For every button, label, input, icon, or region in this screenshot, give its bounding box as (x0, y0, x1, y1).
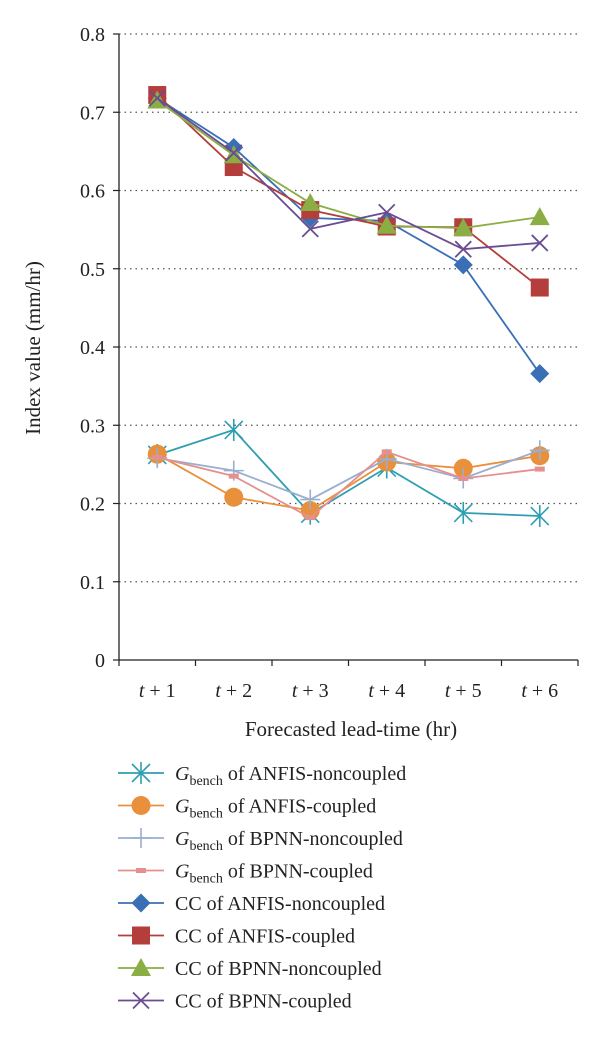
data-point (530, 364, 550, 384)
y-tick-label: 0.4 (80, 337, 105, 359)
series-line (156, 94, 541, 289)
data-point (534, 466, 545, 472)
series-5 (147, 88, 550, 384)
data-point (529, 207, 550, 226)
legend-marker (131, 958, 151, 976)
data-point (454, 240, 472, 258)
series-line (156, 97, 541, 375)
x-tick-label: t + 4 (368, 680, 405, 702)
y-tick-label: 0 (95, 650, 105, 672)
legend-item: CC of ANFIS-noncoupled (118, 893, 385, 915)
x-tick-label: t + 3 (292, 680, 329, 702)
data-point (148, 89, 166, 107)
series-2 (147, 444, 550, 521)
data-point (378, 203, 396, 222)
data-point (300, 489, 321, 510)
legend-item: CC of ANFIS-coupled (118, 926, 355, 948)
legend-label: Gbench of BPNN-noncoupled (175, 828, 403, 854)
y-tick-label: 0.3 (80, 415, 105, 437)
data-point (301, 220, 319, 238)
legend-marker (131, 796, 151, 815)
data-point (530, 505, 550, 528)
data-point (381, 449, 392, 455)
legend-label: Gbench of BPNN-coupled (175, 861, 373, 887)
data-point (531, 234, 549, 252)
x-tick-label: t + 6 (521, 680, 558, 702)
series-line (156, 99, 540, 229)
series-8 (148, 89, 549, 258)
x-ticks: t + 1 t + 2 t + 3 t + 4 t + 5 t + 6 (118, 660, 579, 702)
series-line (156, 97, 540, 251)
series-1 (147, 418, 550, 528)
data-point (453, 501, 473, 524)
y-tick-label: 0.8 (80, 24, 105, 46)
legend-label: Gbench of ANFIS-coupled (175, 796, 376, 822)
legend: Gbench of ANFIS-noncoupled Gbench of ANFI… (118, 762, 406, 1013)
series-line (157, 449, 541, 501)
x-tick-label: t + 1 (139, 680, 176, 702)
series-4 (152, 449, 545, 521)
x-tick-label: t + 5 (445, 680, 482, 702)
legend-label: Gbench of ANFIS-noncoupled (175, 763, 406, 789)
data-point (224, 487, 244, 507)
data-point (225, 144, 243, 162)
legend-label: CC of ANFIS-noncoupled (175, 893, 385, 915)
legend-marker (131, 893, 151, 913)
data-point (453, 255, 473, 275)
y-tick-label: 0.2 (80, 494, 105, 516)
series-line (156, 453, 540, 512)
data-point (530, 278, 549, 297)
y-tick-label: 0.6 (80, 181, 105, 203)
data-point (453, 218, 474, 237)
legend-item: Gbench of BPNN-coupled (118, 861, 373, 887)
series-line (157, 450, 540, 519)
legend-item: Gbench of BPNN-noncoupled (118, 828, 403, 854)
x-tick-label: t + 2 (215, 680, 252, 702)
data-point (152, 454, 163, 460)
y-tick-label: 0.7 (80, 102, 105, 124)
grid-lines (119, 33, 578, 583)
data-point (305, 515, 316, 521)
data-point (529, 440, 550, 461)
data-point (453, 458, 473, 478)
data-point (300, 193, 321, 212)
data-point (458, 475, 469, 481)
x-axis-title: Forecasted lead-time (hr) (245, 717, 457, 741)
legend-item: CC of BPNN-noncoupled (118, 958, 382, 980)
data-point (224, 418, 244, 441)
legend-marker (136, 868, 146, 873)
legend-label: CC of ANFIS-coupled (175, 926, 355, 948)
data-point (376, 215, 397, 234)
y-axis-title: Index value (mm/hr) (21, 261, 45, 435)
data-point (228, 473, 239, 479)
legend-marker (132, 926, 150, 945)
legend-item: CC of BPNN-coupled (118, 991, 352, 1013)
legend-item: Gbench of ANFIS-noncoupled (118, 762, 406, 789)
legend-marker (131, 828, 151, 848)
series-group (147, 86, 550, 528)
legend-marker (132, 991, 150, 1010)
legend-item: Gbench of ANFIS-coupled (118, 796, 376, 822)
y-ticks: 0 0.1 0.2 0.3 0.4 0.5 0.6 0.7 0.8 (80, 24, 119, 672)
y-tick-label: 0.5 (80, 259, 105, 281)
legend-label: CC of BPNN-noncoupled (175, 958, 382, 980)
y-tick-label: 0.1 (80, 572, 105, 594)
legend-marker (131, 762, 151, 784)
series-6 (148, 86, 549, 297)
series-line (156, 428, 540, 517)
legend-label: CC of BPNN-coupled (175, 991, 352, 1013)
axes (118, 34, 578, 661)
